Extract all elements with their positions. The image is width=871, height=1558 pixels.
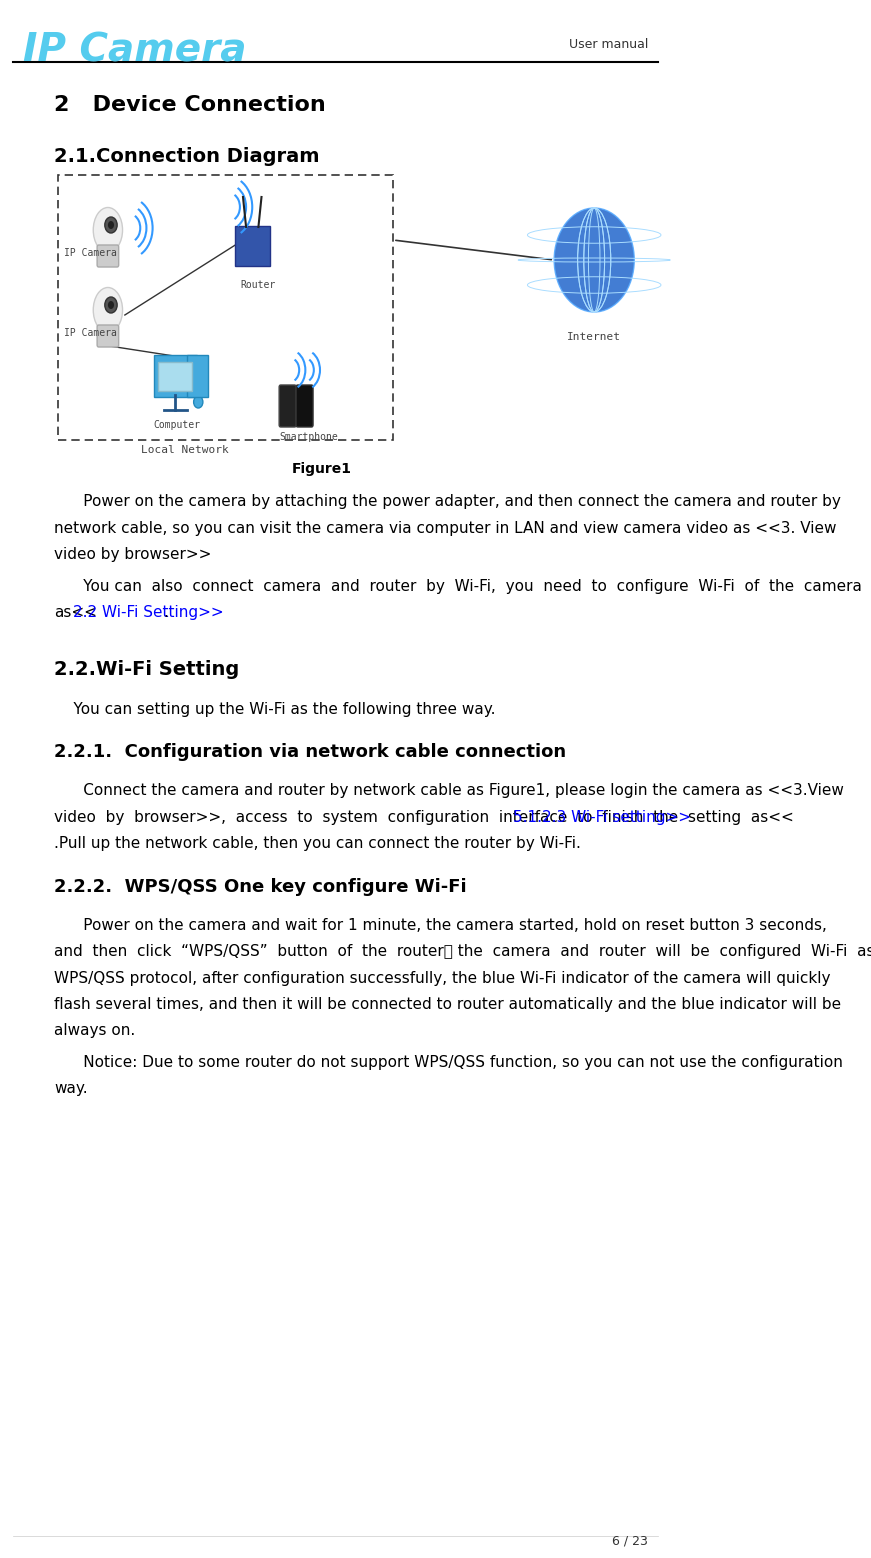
Text: 2   Device Connection: 2 Device Connection (54, 95, 326, 115)
Text: Router: Router (240, 280, 276, 290)
Ellipse shape (93, 288, 123, 332)
Text: You can  also  connect  camera  and  router  by  Wi-Fi,  you  need  to  configur: You can also connect camera and router b… (54, 578, 861, 594)
FancyBboxPatch shape (234, 226, 270, 266)
Text: Computer: Computer (153, 421, 200, 430)
FancyBboxPatch shape (187, 355, 207, 397)
Text: IP Camera: IP Camera (64, 248, 117, 259)
Text: video  by  browser>>,  access  to  system  configuration  interface  to  finish : video by browser>>, access to system con… (54, 810, 793, 824)
Text: always on.: always on. (54, 1024, 135, 1039)
Text: Figure1: Figure1 (292, 463, 352, 477)
Text: Connect the camera and router by network cable as Figure1, please login the came: Connect the camera and router by network… (54, 784, 844, 798)
Text: You can setting up the Wi-Fi as the following three way.: You can setting up the Wi-Fi as the foll… (54, 701, 496, 717)
Text: 2.2.2.  WPS/QSS One key configure Wi-Fi: 2.2.2. WPS/QSS One key configure Wi-Fi (54, 877, 467, 896)
Text: Power on the camera and wait for 1 minute, the camera started, hold on reset but: Power on the camera and wait for 1 minut… (54, 918, 827, 933)
FancyBboxPatch shape (279, 385, 296, 427)
Text: IP Camera: IP Camera (24, 33, 246, 70)
FancyBboxPatch shape (159, 361, 192, 391)
FancyBboxPatch shape (97, 326, 118, 347)
Circle shape (554, 209, 634, 312)
Text: Local Network: Local Network (141, 446, 229, 455)
Text: 2.2.1.  Configuration via network cable connection: 2.2.1. Configuration via network cable c… (54, 743, 566, 760)
Text: Smartphone: Smartphone (279, 432, 338, 442)
Circle shape (105, 298, 117, 313)
Text: flash several times, and then it will be connected to router automatically and t: flash several times, and then it will be… (54, 997, 841, 1013)
Text: .Pull up the network cable, then you can connect the router by Wi-Fi.: .Pull up the network cable, then you can… (54, 837, 581, 851)
FancyBboxPatch shape (153, 355, 197, 397)
Text: User manual: User manual (569, 37, 648, 51)
Circle shape (193, 396, 203, 408)
Ellipse shape (93, 207, 123, 252)
Text: WPS/QSS protocol, after configuration successfully, the blue Wi-Fi indicator of : WPS/QSS protocol, after configuration su… (54, 971, 830, 986)
Circle shape (108, 221, 114, 229)
Circle shape (108, 301, 114, 308)
Text: IP Camera: IP Camera (64, 329, 117, 338)
Text: Notice: Due to some router do not support WPS/QSS function, so you can not use t: Notice: Due to some router do not suppor… (54, 1055, 843, 1070)
Text: video by browser>>: video by browser>> (54, 547, 212, 562)
Text: network cable, so you can visit the camera via computer in LAN and view camera v: network cable, so you can visit the came… (54, 520, 836, 536)
FancyBboxPatch shape (97, 245, 118, 266)
Text: .: . (164, 605, 169, 620)
FancyBboxPatch shape (296, 385, 313, 427)
Text: way.: way. (54, 1081, 88, 1097)
Text: Power on the camera by attaching the power adapter, and then connect the camera : Power on the camera by attaching the pow… (54, 494, 841, 509)
Text: 2.2.Wi-Fi Setting: 2.2.Wi-Fi Setting (54, 659, 240, 678)
Text: 6 / 23: 6 / 23 (612, 1535, 648, 1549)
Text: as<<: as<< (54, 605, 97, 620)
Text: 2.2 Wi-Fi Setting>>: 2.2 Wi-Fi Setting>> (73, 605, 224, 620)
Circle shape (105, 217, 117, 234)
Text: Internet: Internet (567, 332, 621, 343)
Text: 5.1.2.3 Wi-Fi setting>>: 5.1.2.3 Wi-Fi setting>> (513, 810, 691, 824)
Text: 2.1.Connection Diagram: 2.1.Connection Diagram (54, 146, 320, 167)
Text: and  then  click  “WPS/QSS”  button  of  the  router， the  camera  and  router  : and then click “WPS/QSS” button of the r… (54, 944, 871, 960)
